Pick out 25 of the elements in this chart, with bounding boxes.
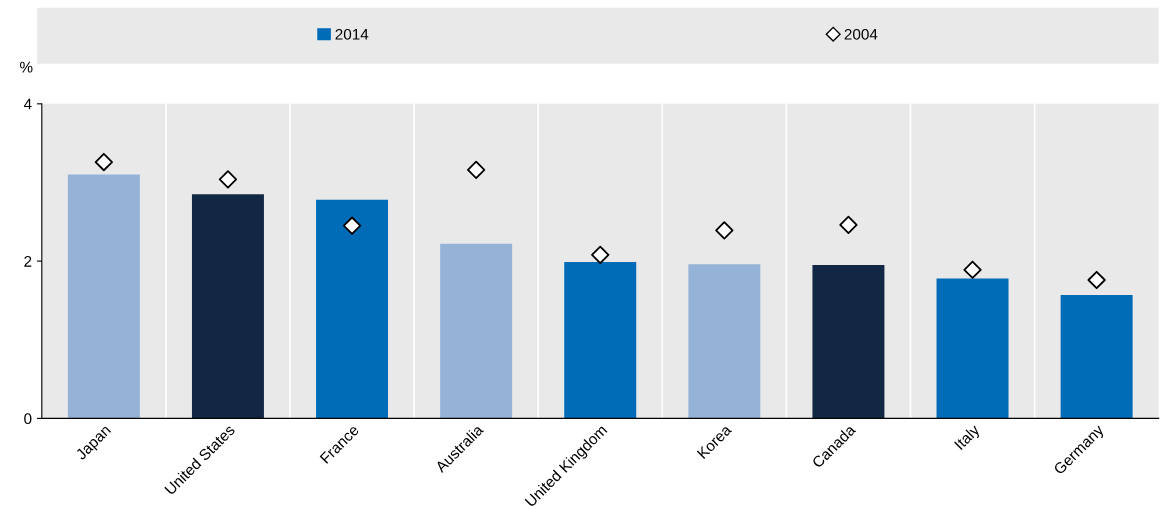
point <box>342 216 362 235</box>
bar <box>67 174 140 419</box>
point <box>591 245 610 264</box>
bar <box>564 261 637 419</box>
legend-label: 2004 <box>844 28 878 40</box>
point <box>467 160 486 180</box>
y-tick-label: 0 <box>24 413 32 425</box>
point <box>963 260 982 279</box>
x-tick-label: Italy <box>953 423 983 453</box>
bar <box>191 194 264 419</box>
point <box>218 170 238 189</box>
legend-label: 2014 <box>335 28 369 40</box>
point <box>1087 270 1106 290</box>
y-axis-title: % <box>20 61 33 73</box>
point <box>715 221 734 240</box>
bar <box>812 265 885 419</box>
point <box>839 215 858 235</box>
y-tick-label: 4 <box>23 98 32 110</box>
bar <box>688 264 761 419</box>
point <box>94 152 113 172</box>
bar <box>936 278 1009 419</box>
bar <box>440 243 513 419</box>
y-tick-label: 2 <box>24 255 32 267</box>
bar <box>1060 294 1133 419</box>
bar <box>316 199 389 419</box>
